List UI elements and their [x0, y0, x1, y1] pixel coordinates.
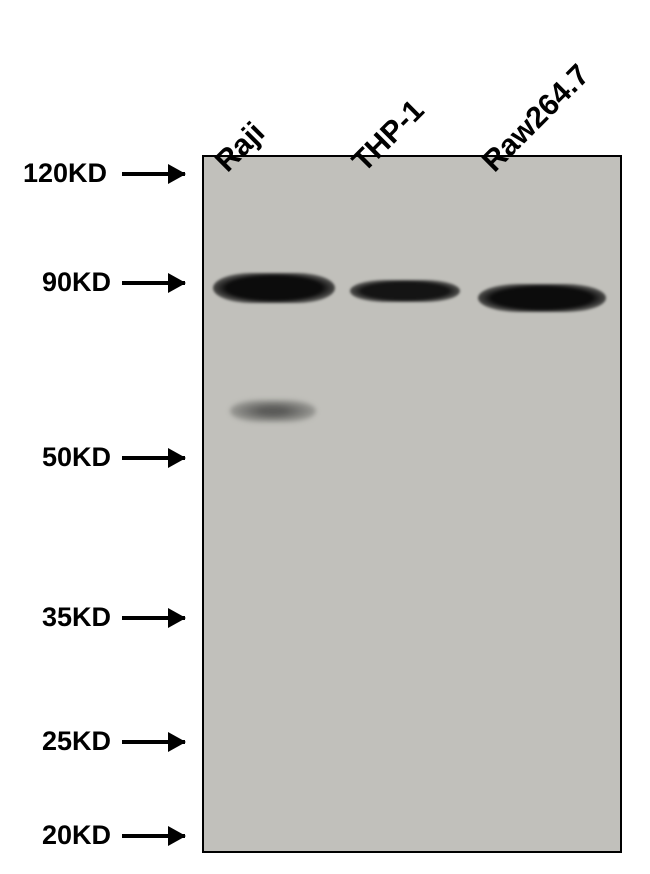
mw-marker-label: 20KD	[28, 820, 111, 851]
mw-marker-label: 120KD	[10, 158, 107, 189]
blot-band	[213, 273, 335, 303]
western-blot-figure: 120KD90KD50KD35KD25KD20KDRajiTHP-1Raw264…	[0, 0, 650, 874]
mw-marker-label: 35KD	[28, 602, 111, 633]
mw-marker-arrow	[122, 281, 185, 285]
mw-marker-arrow	[122, 740, 185, 744]
mw-marker-label: 50KD	[28, 442, 111, 473]
mw-marker-label: 25KD	[28, 726, 111, 757]
mw-marker-arrow	[122, 172, 185, 176]
blot-membrane	[202, 155, 622, 853]
mw-marker-arrow	[122, 834, 185, 838]
mw-marker-label: 90KD	[28, 267, 111, 298]
mw-marker-arrow	[122, 616, 185, 620]
blot-band	[478, 284, 606, 312]
mw-marker-arrow	[122, 456, 185, 460]
blot-band	[350, 280, 460, 302]
blot-band	[230, 400, 316, 422]
